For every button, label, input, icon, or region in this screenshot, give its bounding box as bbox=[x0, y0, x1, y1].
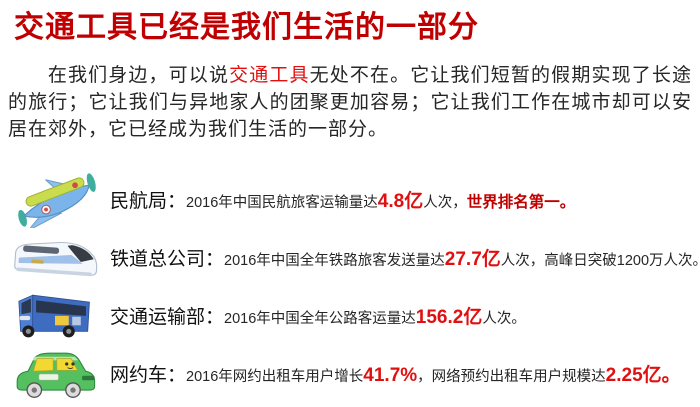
intro-paragraph: 在我们身边，可以说交通工具无处不在。它让我们短暂的假期实现了长途的旅行；它让我们… bbox=[8, 62, 692, 143]
row-railway-corporation: 铁道总公司：2016年中国全年铁路旅客发送量达27.7亿人次，高峰日突破1200… bbox=[0, 228, 700, 286]
row-stat-number: 41.7% bbox=[363, 364, 418, 386]
row-stat-number: 156.2亿 bbox=[415, 306, 483, 328]
row-text: 民航局：2016年中国民航旅客运输量达4.8亿人次，世界排名第一。 bbox=[110, 186, 575, 213]
row-emphasis: 世界排名第一。 bbox=[466, 193, 576, 211]
row-label: 铁道总公司： bbox=[110, 248, 225, 270]
airplane-icon bbox=[0, 170, 110, 228]
transport-list: 民航局：2016年中国民航旅客运输量达4.8亿人次，世界排名第一。 铁道总公司：… bbox=[0, 170, 700, 402]
row-text: 交通运输部：2016年中国全年公路客运量达156.2亿人次。 bbox=[110, 302, 526, 329]
row-stat-text: 2016年网约出租车用户增长 bbox=[186, 368, 364, 385]
train-icon bbox=[0, 232, 110, 282]
row-stat-number: 27.7亿 bbox=[444, 248, 501, 270]
page-title: 交通工具已经是我们生活的一部分 bbox=[14, 11, 479, 44]
row-stat-number: 4.8亿 bbox=[377, 190, 424, 212]
row-ride-hailing: 网约车：2016年网约出租车用户增长41.7%，网络预约出租车用户规模达2.25… bbox=[0, 344, 700, 402]
row-stat-text-2: ，网络预约出租车用户规模达 bbox=[417, 368, 606, 385]
row-stat-unit: 人次，高峰日突破1200万人次。 bbox=[500, 252, 700, 269]
row-text: 网约车：2016年网约出租车用户增长41.7%，网络预约出租车用户规模达2.25… bbox=[110, 360, 681, 387]
row-stat-text: 2016年中国全年铁路旅客发送量达 bbox=[224, 252, 445, 269]
row-text: 铁道总公司：2016年中国全年铁路旅客发送量达27.7亿人次，高峰日突破1200… bbox=[110, 244, 700, 271]
bus-icon bbox=[0, 290, 110, 340]
row-stat-unit: 人次， bbox=[423, 194, 467, 211]
row-ministry-of-transport: 交通运输部：2016年中国全年公路客运量达156.2亿人次。 bbox=[0, 286, 700, 344]
intro-highlight: 交通工具 bbox=[229, 65, 310, 86]
row-stat-unit: 人次。 bbox=[482, 310, 526, 327]
taxi-icon bbox=[0, 345, 110, 401]
row-stat-number-2: 2.25亿。 bbox=[605, 364, 681, 386]
intro-text-1: 在我们身边，可以说 bbox=[47, 65, 230, 86]
row-label: 交通运输部： bbox=[110, 306, 225, 328]
row-label: 民航局： bbox=[110, 190, 187, 212]
intro-text-2: 无处不在。它让我们短暂的假期实现了长途的旅行；它让我们与异地家人的团聚更加容易；… bbox=[8, 65, 692, 140]
row-stat-text: 2016年中国全年公路客运量达 bbox=[224, 310, 416, 327]
row-civil-aviation: 民航局：2016年中国民航旅客运输量达4.8亿人次，世界排名第一。 bbox=[0, 170, 700, 228]
row-stat-text: 2016年中国民航旅客运输量达 bbox=[186, 194, 378, 211]
row-label: 网约车： bbox=[110, 364, 187, 386]
